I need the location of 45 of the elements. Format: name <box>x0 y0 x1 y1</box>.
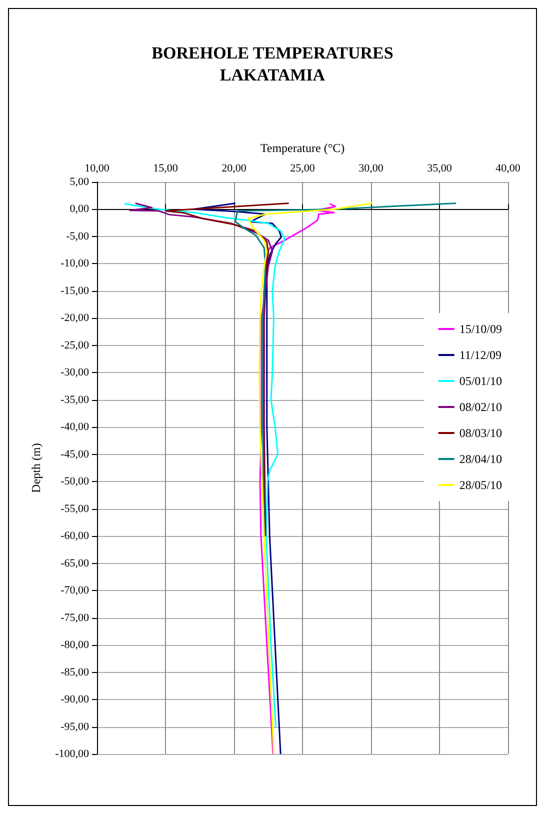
y-axis-title: Depth (m) <box>29 443 43 493</box>
line-series <box>164 202 290 537</box>
legend-label: 08/02/10 <box>459 400 502 414</box>
legend-label: 08/03/10 <box>459 426 502 440</box>
legend-label: 28/05/10 <box>459 478 502 492</box>
x-tick-label: 40,00 <box>496 162 521 174</box>
line-series <box>248 202 374 755</box>
y-tick-label: 0,00 <box>70 203 90 216</box>
line-series <box>259 203 336 755</box>
chart-title: BOREHOLE TEMPERATURES LAKATAMIA <box>152 44 394 84</box>
line-series <box>124 203 286 728</box>
x-axis-title: Temperature (°C) <box>260 141 345 155</box>
legend-label: 15/10/09 <box>459 322 502 336</box>
y-tick-label: -5,00 <box>66 230 90 242</box>
x-tick-label: 35,00 <box>427 162 452 174</box>
y-tick-label: -55,00 <box>60 502 90 515</box>
y-tick-label: -50,00 <box>60 476 90 488</box>
y-tick-label: -75,00 <box>60 612 90 624</box>
legend-label: 28/04/10 <box>459 452 502 466</box>
y-tick-label: -60,00 <box>60 530 90 542</box>
y-tick-label: -15,00 <box>60 284 90 297</box>
y-tick-label: -95,00 <box>60 720 90 733</box>
y-tick-label: -85,00 <box>60 666 90 678</box>
y-tick-label: -30,00 <box>60 366 90 379</box>
y-tick-label: -90,00 <box>60 694 90 706</box>
legend-label: 05/01/10 <box>459 374 502 388</box>
x-tick-label: 15,00 <box>153 162 178 174</box>
y-tick-label: 5,00 <box>70 176 90 188</box>
y-tick-label: -70,00 <box>60 584 90 597</box>
y-tick-label: -25,00 <box>60 339 90 352</box>
x-tick-label: 20,00 <box>222 162 247 174</box>
y-tick-label: -20,00 <box>60 312 90 324</box>
y-tick-label: -100,00 <box>55 748 90 760</box>
legend-label: 11/12/09 <box>459 348 502 362</box>
x-tick-label: 30,00 <box>358 162 384 174</box>
y-tick-label: -35,00 <box>60 394 90 406</box>
y-tick-label: -80,00 <box>60 639 90 652</box>
y-tick-label: -65,00 <box>60 557 90 570</box>
y-tick-label: -40,00 <box>60 421 90 434</box>
y-tick-label: -10,00 <box>60 258 90 270</box>
x-tick-label: 25,00 <box>290 162 316 174</box>
line-series <box>129 202 274 537</box>
y-tick-label: -45,00 <box>60 448 90 460</box>
x-tick-label: 10,00 <box>84 162 110 174</box>
line-series <box>192 202 282 755</box>
